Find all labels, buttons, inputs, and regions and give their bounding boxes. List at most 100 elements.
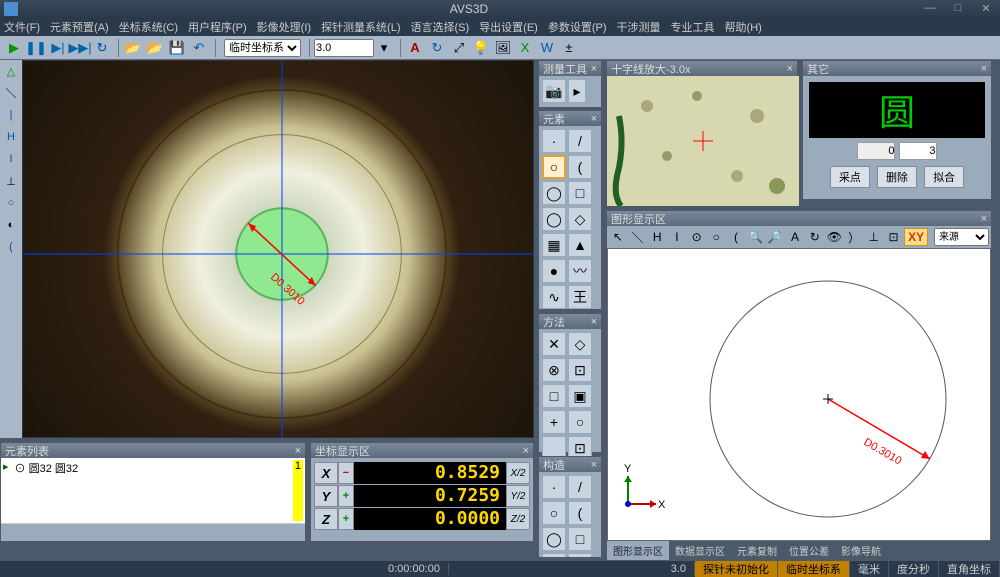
tool-icon-4[interactable]: ◯ xyxy=(542,181,566,205)
menu-coord[interactable]: 坐标系统(C) xyxy=(119,19,178,35)
tab-graph[interactable]: 图形显示区 xyxy=(607,541,669,560)
text-tool-button[interactable]: A xyxy=(405,38,425,58)
menu-export[interactable]: 导出设置(E) xyxy=(479,19,538,35)
graph-tool-3[interactable]: I xyxy=(668,228,686,246)
tool-icon-7[interactable]: ◇ xyxy=(568,207,592,231)
tool-icon-0[interactable]: ✕ xyxy=(542,332,566,356)
play-button[interactable]: ▶ xyxy=(4,38,24,58)
tool-icon-13[interactable]: 王 xyxy=(568,285,592,309)
coord-display-close[interactable]: × xyxy=(523,445,529,457)
maximize-button[interactable]: □ xyxy=(944,2,972,16)
camera-icon[interactable]: 📷 xyxy=(542,79,566,103)
menu-file[interactable]: 文件(F) xyxy=(4,19,40,35)
pause-button[interactable]: ❚❚ xyxy=(26,38,46,58)
menu-tools[interactable]: 专业工具 xyxy=(671,19,715,35)
list-item[interactable]: ⊙ 圆32 圆32 xyxy=(15,460,79,521)
graph-tool-8[interactable]: 🔎 xyxy=(767,228,785,246)
sample-button[interactable]: 采点 xyxy=(830,166,870,188)
arc-tool[interactable]: ( xyxy=(2,238,20,256)
tool-icon-9[interactable]: ▲ xyxy=(568,233,592,257)
tool-icon-4[interactable]: □ xyxy=(542,384,566,408)
measure-tools-close[interactable]: × xyxy=(591,63,597,75)
graph-tool-14[interactable]: ⊡ xyxy=(885,228,903,246)
tool-icon-2[interactable]: ○ xyxy=(542,155,566,179)
tool-icon-7[interactable]: ◇ xyxy=(568,553,592,558)
tool-icon-3[interactable]: ⊡ xyxy=(568,358,592,382)
graph-tool-10[interactable]: ↻ xyxy=(806,228,824,246)
graph-tool-13[interactable]: ⊥ xyxy=(865,228,883,246)
dro-sign[interactable]: + xyxy=(338,508,354,530)
magnify-close[interactable]: × xyxy=(787,63,793,75)
graph-canvas[interactable]: D0.3010 XY xyxy=(607,248,991,541)
open2-button[interactable]: 📂 xyxy=(145,38,165,58)
tool-icon-11[interactable]: 〰 xyxy=(568,259,592,283)
menu-lang[interactable]: 语言选择(S) xyxy=(411,19,470,35)
tool-icon-1[interactable]: / xyxy=(568,475,592,499)
count2-input[interactable] xyxy=(899,142,937,160)
construct-close[interactable]: × xyxy=(591,459,597,471)
tool-icon-2[interactable]: ⊗ xyxy=(542,358,566,382)
tolerance-button[interactable]: ± xyxy=(559,38,579,58)
zoom-dropdown[interactable]: ▾ xyxy=(374,38,394,58)
tool-icon-8[interactable]: ▦ xyxy=(542,233,566,257)
excel-button[interactable]: X xyxy=(515,38,535,58)
element-list-close[interactable]: × xyxy=(295,445,301,457)
tool-icon-0[interactable]: · xyxy=(542,129,566,153)
tool-icon-1[interactable]: / xyxy=(568,129,592,153)
menu-program[interactable]: 用户程序(P) xyxy=(188,19,247,35)
i-tool[interactable]: I xyxy=(2,150,20,168)
menu-image[interactable]: 影像处理(I) xyxy=(257,19,311,35)
close-button[interactable]: ✕ xyxy=(972,2,1000,16)
tool-icon-12[interactable]: ∿ xyxy=(542,285,566,309)
magnify-view[interactable] xyxy=(607,76,799,206)
tab-nav[interactable]: 影像导航 xyxy=(835,541,887,560)
graph-tool-7[interactable]: 🔍 xyxy=(747,228,765,246)
word-button[interactable]: W xyxy=(537,38,557,58)
refresh-button[interactable]: ↻ xyxy=(427,38,447,58)
tool-icon-5[interactable]: ▣ xyxy=(568,384,592,408)
other-close[interactable]: × xyxy=(981,63,987,75)
method-close[interactable]: × xyxy=(591,316,597,328)
vline-tool[interactable]: | xyxy=(2,106,20,124)
line-tool[interactable]: ＼ xyxy=(2,84,20,102)
dro-half-button[interactable]: Z/2 xyxy=(506,508,530,530)
image-button[interactable]: 🖼 xyxy=(493,38,513,58)
tool-icon-6[interactable]: ◯ xyxy=(542,553,566,558)
tool-icon-4[interactable]: ◯ xyxy=(542,527,566,551)
graph-tool-4[interactable]: ⊙ xyxy=(688,228,706,246)
menu-preset[interactable]: 元素预置(A) xyxy=(50,19,109,35)
meas-dropdown[interactable]: ▸ xyxy=(568,79,586,103)
open-button[interactable]: 📂 xyxy=(123,38,143,58)
tool-icon-5[interactable]: □ xyxy=(568,527,592,551)
graph-close[interactable]: × xyxy=(981,213,987,225)
minimize-button[interactable]: — xyxy=(916,2,944,16)
triangle-tool[interactable]: △ xyxy=(2,62,20,80)
halfcircle-tool[interactable]: ◐ xyxy=(2,216,20,234)
fit-button[interactable]: 拟合 xyxy=(924,166,964,188)
tool-icon-3[interactable]: ( xyxy=(568,501,592,525)
graph-tool-2[interactable]: H xyxy=(648,228,666,246)
graph-tool-0[interactable]: ↖ xyxy=(609,228,627,246)
tool-icon-6[interactable]: + xyxy=(542,410,566,434)
save-button[interactable]: 💾 xyxy=(167,38,187,58)
dro-sign[interactable]: + xyxy=(338,485,354,507)
end-button[interactable]: ▶▶| xyxy=(70,38,90,58)
light-button[interactable]: 💡 xyxy=(471,38,491,58)
menu-interfere[interactable]: 干涉测量 xyxy=(617,19,661,35)
undo-button[interactable]: ↶ xyxy=(189,38,209,58)
elements-close[interactable]: × xyxy=(591,113,597,125)
graph-tool-12[interactable]: ） xyxy=(845,228,863,246)
step-button[interactable]: ▶| xyxy=(48,38,68,58)
menu-help[interactable]: 帮助(H) xyxy=(725,19,762,35)
circle-tool[interactable]: ○ xyxy=(2,194,20,212)
dro-sign[interactable]: − xyxy=(338,462,354,484)
delete-button[interactable]: 删除 xyxy=(877,166,917,188)
graph-tool-6[interactable]: ( xyxy=(727,228,745,246)
tool-icon-2[interactable]: ○ xyxy=(542,501,566,525)
tool-icon-10[interactable]: ● xyxy=(542,259,566,283)
perp-tool[interactable]: ⊥ xyxy=(2,172,20,190)
coord-select[interactable]: 临时坐标系 xyxy=(224,39,301,57)
count1-input[interactable] xyxy=(857,142,895,160)
camera-view[interactable]: D0.3010 xyxy=(22,60,534,438)
loop-button[interactable]: ↻ xyxy=(92,38,112,58)
